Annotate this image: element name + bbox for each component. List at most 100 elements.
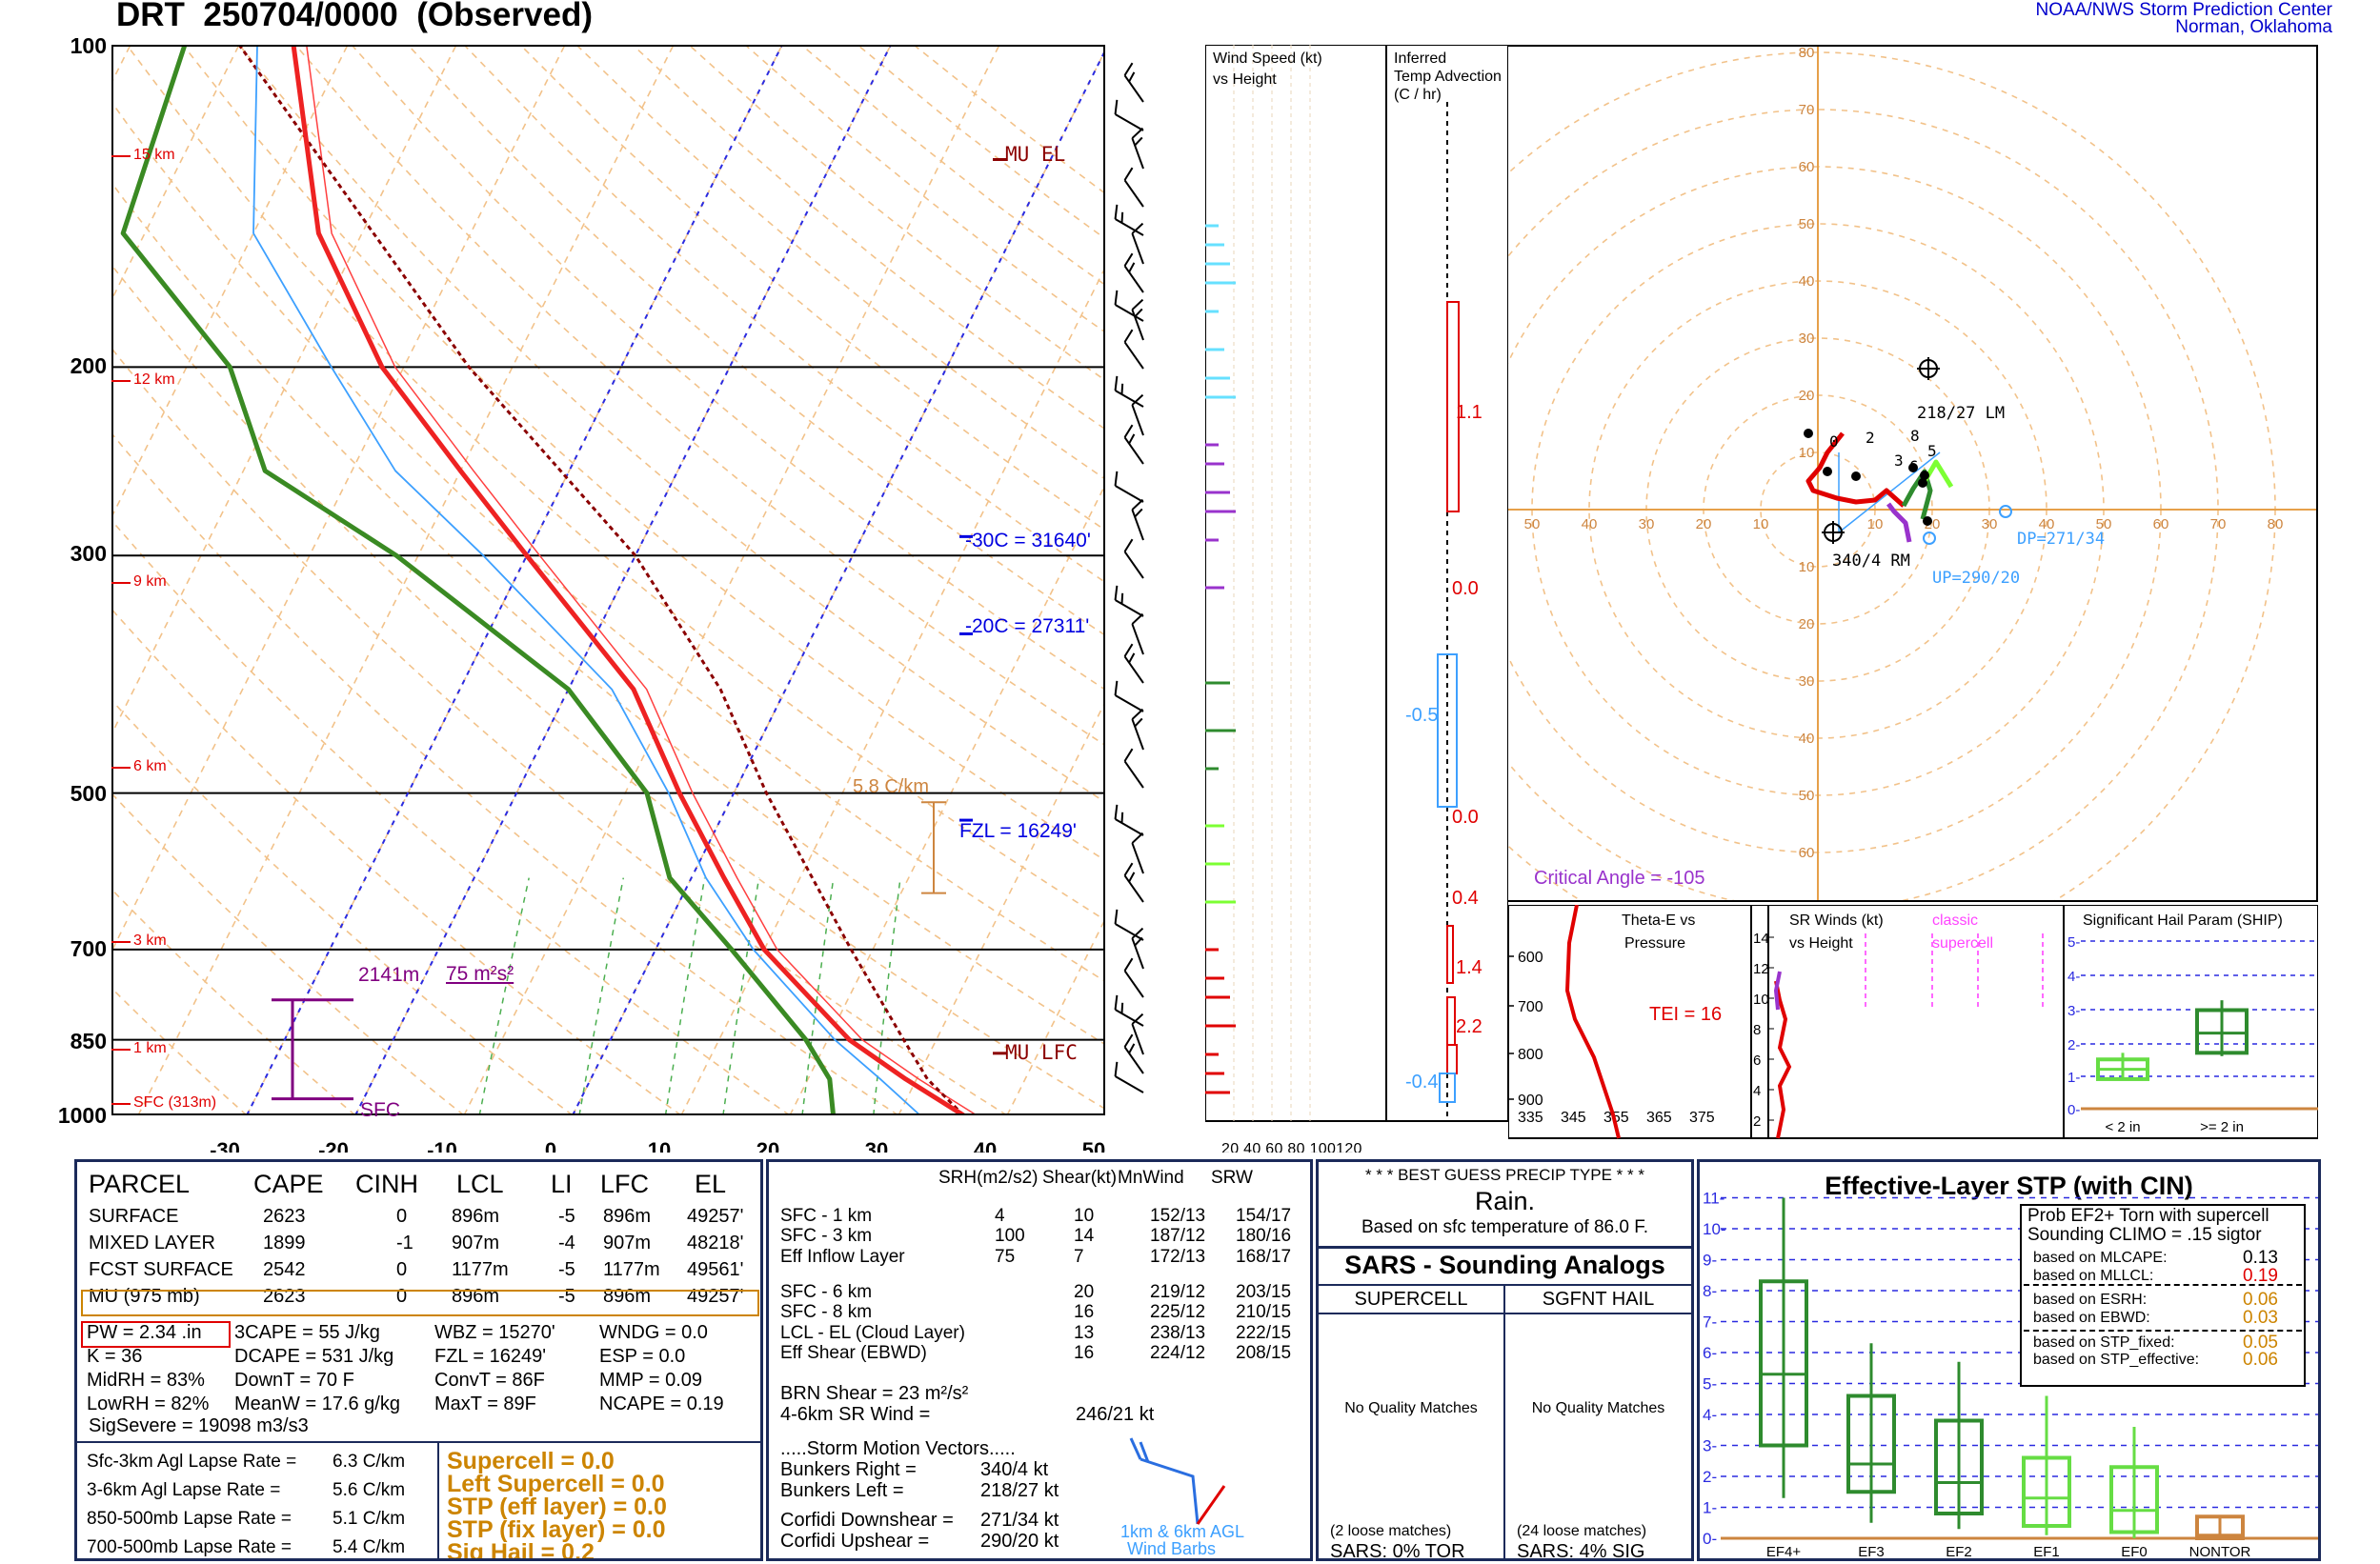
sars-nomatch2: No Quality Matches — [1531, 1400, 1665, 1416]
barb-staff — [1123, 265, 1144, 293]
isotherm — [463, 45, 1000, 1115]
hodo-ring-label: 10 — [1867, 516, 1884, 532]
kin-cell: 75 — [995, 1247, 1016, 1267]
kin-cell: 154/17 — [1236, 1206, 1292, 1226]
mixing-ratio-line — [578, 877, 625, 1115]
barb-flag — [1120, 1002, 1124, 1014]
stp-tick-label: 5- — [1703, 1375, 1717, 1394]
sars-col2: SGFNT HAIL — [1542, 1289, 1655, 1310]
parcel-cell: 896m — [603, 1206, 652, 1227]
barb-flag — [1123, 62, 1134, 76]
stp-box — [1934, 1418, 1984, 1515]
wind-barb — [1114, 585, 1144, 617]
wind-barb — [1123, 862, 1144, 903]
barb-flag — [1131, 612, 1144, 625]
hodo-point — [1823, 467, 1832, 476]
up-label: UP=290/20 — [1932, 569, 2021, 588]
hodo-ring-label: 80 — [1799, 45, 1815, 61]
isotherm — [789, 483, 1105, 1115]
wind-barb — [1114, 375, 1144, 408]
barb-flag — [1131, 222, 1144, 234]
smv-value: 271/34 kt — [980, 1510, 1059, 1531]
dry-adiabat — [913, 45, 1105, 195]
kin-cell: LCL - EL (Cloud Layer) — [780, 1323, 965, 1343]
parcel-cell: 1177m — [603, 1259, 660, 1280]
kin-cell: Eff Shear (EBWD) — [780, 1343, 927, 1363]
parcel-cell: 2623 — [263, 1206, 306, 1227]
wind-barb — [1114, 1061, 1144, 1093]
lapse-label: 5.8 C/km — [853, 776, 930, 797]
stp-prob-value: 0.19 — [2243, 1266, 2278, 1286]
parcel-param: DCAPE = 531 J/kg — [234, 1346, 394, 1367]
hodo-ring-label: 20 — [1696, 516, 1712, 532]
stp-tick-label: 7- — [1703, 1313, 1717, 1332]
tadv-title1: Inferred — [1394, 50, 1447, 67]
sars-title: SARS - Sounding Analogs — [1344, 1251, 1665, 1279]
ship-title: Significant Hail Param (SHIP) — [2083, 912, 2283, 929]
wind-barb — [1131, 393, 1144, 436]
parcel-param: K = 36 — [87, 1346, 143, 1367]
stp-x-label: EF2 — [1946, 1544, 1972, 1558]
stp-x-label: EF4+ — [1766, 1544, 1802, 1558]
composite-param: STP (fix layer) = 0.0 — [447, 1516, 666, 1543]
sr46-value: 246/21 kt — [1076, 1404, 1155, 1425]
barb-flag — [1131, 127, 1144, 139]
srw-tick-label: 12 — [1753, 961, 1769, 977]
barb-flag — [1123, 167, 1134, 181]
barb-staff — [1123, 760, 1144, 789]
barbs-label2: Wind Barbs — [1127, 1539, 1217, 1558]
parcel-trace — [237, 45, 965, 1115]
minus20-label: -20C = 27311' — [965, 615, 1090, 637]
pressure-label: 850 — [70, 1029, 107, 1053]
height2141-label: 2141m — [358, 964, 420, 986]
hodo-ring-label: 40 — [2039, 516, 2055, 532]
lapse-value: 5.1 C/km — [333, 1509, 406, 1529]
tadv-value: 1.1 — [1456, 402, 1482, 423]
ship-box — [2195, 1008, 2249, 1055]
hodo-ring-label: 60 — [2153, 516, 2169, 532]
isotherm — [354, 45, 892, 1115]
theta-tick-label: 355 — [1603, 1110, 1629, 1126]
kinematic-barbs — [1129, 1437, 1226, 1525]
parcel-param: MaxT = 89F — [434, 1394, 536, 1414]
parcel-param: NCAPE = 0.19 — [599, 1394, 724, 1414]
hodo-point — [1923, 516, 1932, 526]
isotherm — [898, 700, 1105, 1115]
dry-adiabat — [575, 45, 1105, 481]
stp-prob-value: 0.06 — [2243, 1290, 2278, 1310]
parcel-param: DownT = 70 F — [234, 1370, 354, 1391]
critical-angle: Critical Angle = -105 — [1534, 868, 1705, 889]
dry-adiabat — [857, 45, 1105, 240]
wind-barb — [1123, 329, 1144, 370]
stp-box — [2022, 1455, 2071, 1528]
kin-cell: 168/17 — [1236, 1247, 1292, 1267]
kin-header: SRH(m2/s2) — [938, 1168, 1039, 1188]
wind-barb — [1131, 832, 1144, 874]
dry-adiabat — [182, 45, 1105, 862]
kin-cell: 219/12 — [1150, 1282, 1206, 1302]
barb-staff — [1115, 923, 1144, 941]
dry-adiabat — [294, 45, 1105, 747]
srw-title1: SR Winds (kt) — [1789, 912, 1884, 929]
wind-speed-panel — [1205, 45, 1386, 1122]
tadv-value: 2.2 — [1456, 1016, 1482, 1037]
wind-barb — [1114, 994, 1144, 1027]
stp-prob-label: based on MLLCL: — [2033, 1268, 2154, 1284]
virtual-temp-line — [305, 45, 978, 1115]
dry-adiabat — [632, 45, 1105, 431]
barb-staff — [1131, 937, 1144, 970]
dewpoint-line — [120, 45, 837, 1115]
barb-flag — [1134, 308, 1143, 318]
theta-tick-label: 600 — [1518, 950, 1543, 966]
parcel-cell: 2542 — [263, 1259, 306, 1280]
hodo-point — [1908, 463, 1918, 472]
barb-staff — [1131, 623, 1144, 655]
stp-tick-label: 8- — [1703, 1282, 1717, 1300]
hodo-ring — [1508, 51, 2276, 902]
barb-staff — [1123, 970, 1144, 998]
ship-frame — [2064, 905, 2318, 1139]
kin-cell: SFC - 1 km — [780, 1206, 873, 1226]
parcel-header-parcel: PARCEL — [89, 1170, 191, 1198]
pressure-label: 300 — [70, 541, 107, 566]
